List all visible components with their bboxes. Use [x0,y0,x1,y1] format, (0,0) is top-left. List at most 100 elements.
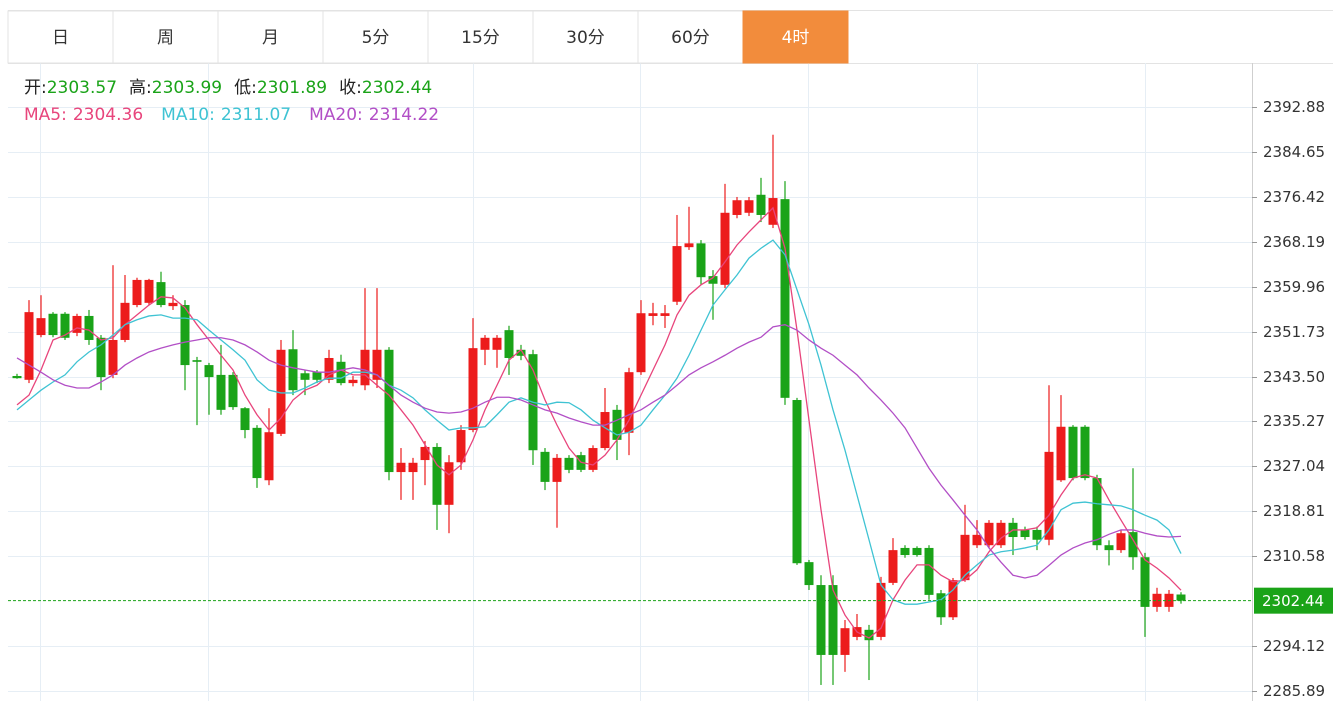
candle-body [84,315,94,340]
last-price-label: 2302.44 [1262,592,1324,610]
candle-body [360,349,370,386]
tab-bar: 日 周 月 5分 15分 30分 60分 4时 [7,10,849,64]
tab[interactable]: 60分 [637,10,744,64]
candle-body [432,446,442,505]
y-tick-label: 2335.27 [1263,412,1325,430]
candle-body [1128,532,1138,558]
ma-legend-label: MA20: [309,105,363,125]
tab[interactable]: 周 [112,10,219,64]
tab-bg[interactable] [7,10,114,64]
candle-body [972,534,982,546]
ohlc-value: 2303.57 [47,78,117,98]
y-tick-label: 2351.73 [1263,323,1325,341]
ohlc-value: 2302.44 [362,78,432,98]
candle-body [312,372,322,380]
candle-body [672,246,682,302]
candle-body [48,313,58,336]
ohlc-label: 高: [129,78,152,98]
candle-body [540,451,550,482]
y-tick-label: 2359.96 [1263,278,1325,296]
candle-body [132,279,142,306]
y-tick-label: 2310.58 [1263,547,1325,565]
ma-legend-value: 2314.22 [369,105,439,125]
candle-body [744,200,754,213]
candle-body [1140,557,1150,607]
candle-body [168,302,178,307]
candle-body [900,547,910,556]
tab-label[interactable]: 月 [262,28,279,48]
tab[interactable]: 月 [217,10,324,64]
candle-body [180,305,190,366]
candle-body [1080,426,1090,479]
candle-body [264,432,274,481]
tab[interactable]: 5分 [322,10,429,64]
tab[interactable]: 日 [7,10,114,64]
y-tick-label: 2327.04 [1263,457,1325,475]
candle-body [72,315,82,333]
ohlc-label: 收: [339,78,362,98]
candle-body [1176,594,1186,601]
candle-body [960,534,970,581]
last-price-box [1254,587,1333,614]
candle-body [204,365,214,378]
candle-body [1056,426,1066,481]
tab-label[interactable]: 周 [157,28,174,48]
candle-body [936,593,946,618]
candle-body [144,279,154,303]
candle-body [60,313,70,338]
candle-body [336,361,346,384]
candle-body [612,409,622,440]
plot [8,134,1252,685]
tab-label[interactable]: 15分 [461,28,500,48]
candle-body [36,318,46,336]
tab-bg[interactable] [112,10,219,64]
tab[interactable]: 30分 [532,10,639,64]
ohlc-readout: 开:2303.57 高:2303.99 低:2301.89 收:2302.44 [24,78,432,98]
candle-body [792,400,802,564]
candle-body [24,312,34,380]
ma-readout: MA5: 2304.36 MA10: 2311.07 MA20: 2314.22 [24,105,439,125]
tab-label[interactable]: 5分 [362,28,390,48]
tab-bg[interactable] [217,10,324,64]
tab-label[interactable]: 4时 [782,28,810,48]
y-tick-label: 2343.50 [1263,368,1325,386]
tab[interactable]: 4时 [742,10,849,64]
candle-body [708,276,718,284]
ohlc-label: 开: [24,78,47,98]
candle-body [552,457,562,482]
ohlc-value: 2301.89 [257,78,327,98]
candle-body [876,582,886,637]
candle-body [564,457,574,470]
ma-legend-value: 2311.07 [221,105,291,125]
tab-bg[interactable] [427,10,534,64]
y-tick-label: 2285.89 [1263,682,1325,700]
tab-label[interactable]: 60分 [671,28,710,48]
tab-label[interactable]: 30分 [566,28,605,48]
candle-body [216,374,226,410]
ohlc-label: 低: [234,78,257,98]
tab[interactable]: 15分 [427,10,534,64]
tab-bg[interactable] [532,10,639,64]
candle-body [696,243,706,278]
candle-body [516,349,526,356]
tab-bg[interactable] [637,10,744,64]
y-tick-label: 2318.81 [1263,502,1325,520]
y-tick-label: 2294.12 [1263,637,1325,655]
candle-body [504,330,514,358]
ma-line [16,324,1182,579]
candle-body [444,462,454,505]
candle-body [804,562,814,586]
candle-body [456,430,466,463]
y-axis: 2392.88 2384.65 2376.42 2368.19 2359.96 2351.… [1252,98,1333,700]
tab-bg[interactable] [322,10,429,64]
ma-legend-value: 2304.36 [73,105,143,125]
candle-body [384,349,394,473]
candle-body [1152,593,1162,607]
ohlc-value: 2303.99 [152,78,222,98]
candle-body [396,462,406,473]
tab-active-bg[interactable] [742,10,849,64]
candle-body [252,427,262,479]
tab-label[interactable]: 日 [52,28,69,48]
